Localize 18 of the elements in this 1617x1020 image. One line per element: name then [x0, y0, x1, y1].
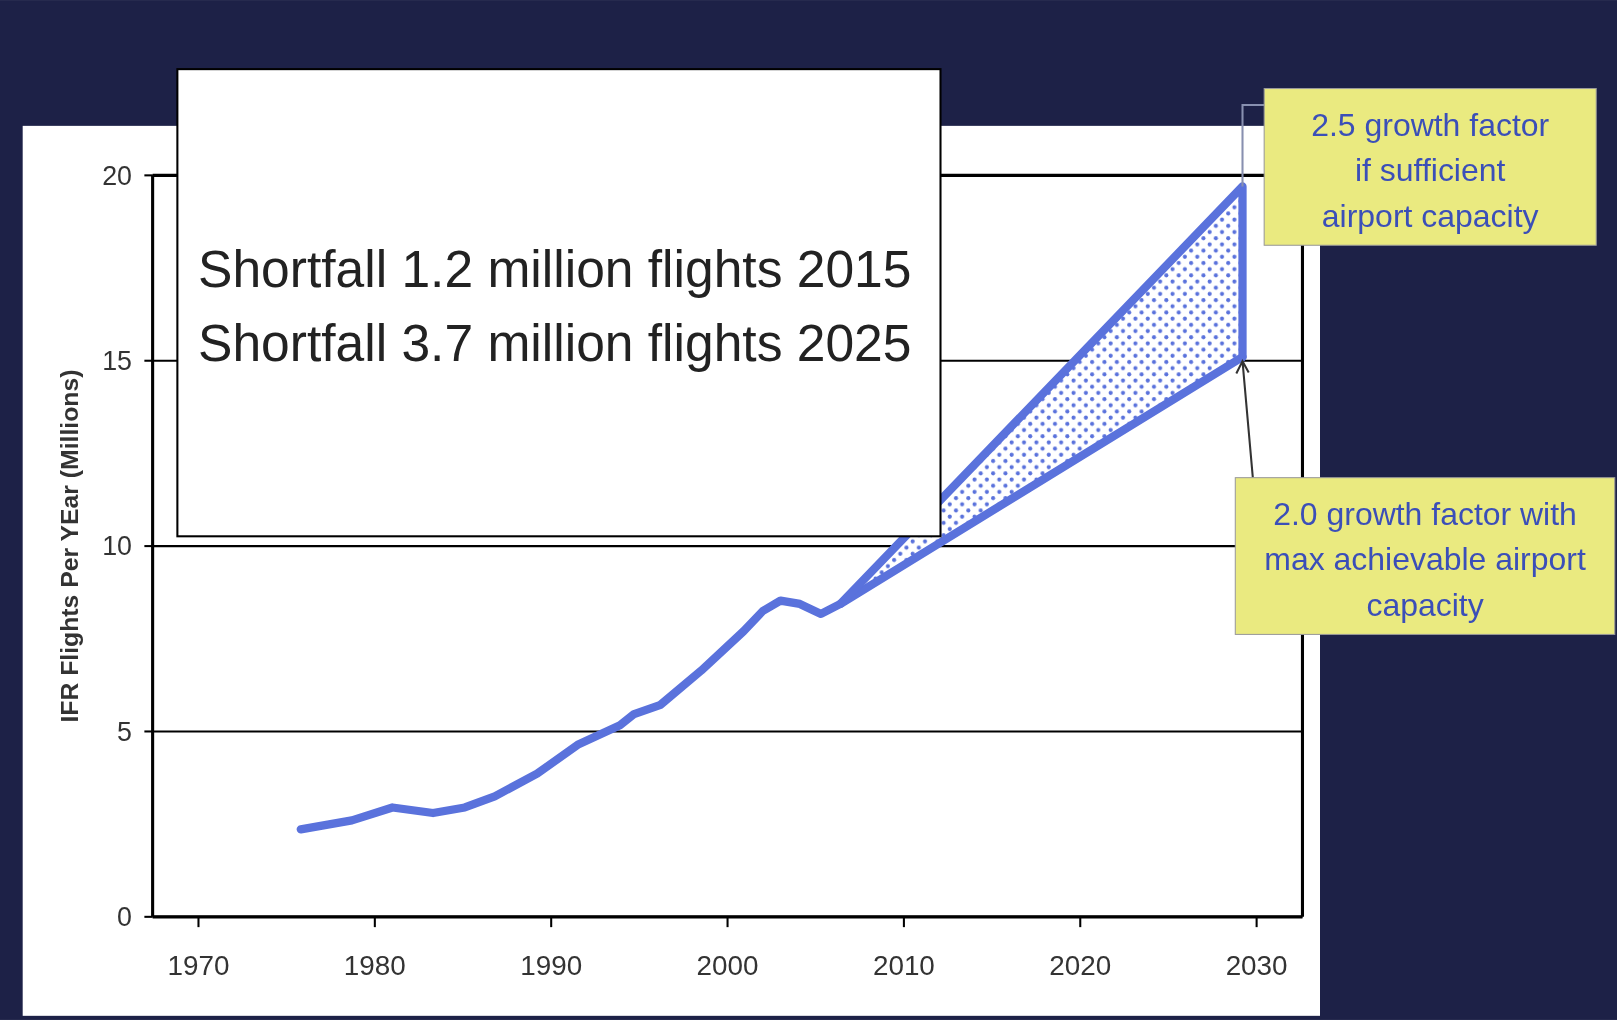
text-box: Shortfall 1.2 million flights 2015 Shortfall 3.7 million flights 2025	[176, 68, 942, 538]
y-tick-label: 0	[117, 902, 132, 933]
x-tick-label: 2000	[696, 949, 759, 981]
y-tick-label: 20	[102, 160, 132, 191]
y-axis-title: IFR Flights Per YEar (Millions)	[56, 369, 84, 723]
annotation: 2.5 growth factor if sufficient airport capacity	[1311, 106, 1550, 234]
y-tick-label: 5	[117, 716, 132, 747]
annotation: 2.0 growth factor with max achievable airport capacity	[1264, 496, 1586, 623]
annotation: Shortfall 1.2 million flights 2015	[198, 239, 912, 298]
x-tick-label: 2020	[1049, 949, 1112, 981]
y-tick-label: 15	[102, 346, 132, 377]
x-tick-label: 1990	[520, 949, 583, 981]
x-tick-label: 2010	[872, 949, 935, 981]
x-tick-label: 2030	[1225, 949, 1288, 981]
x-tick-label: 1980	[343, 949, 406, 981]
x-tick-label: 1970	[167, 949, 230, 981]
y-tick-label: 10	[102, 531, 132, 562]
annotation: Shortfall 3.7 million flights 2025	[198, 313, 912, 372]
